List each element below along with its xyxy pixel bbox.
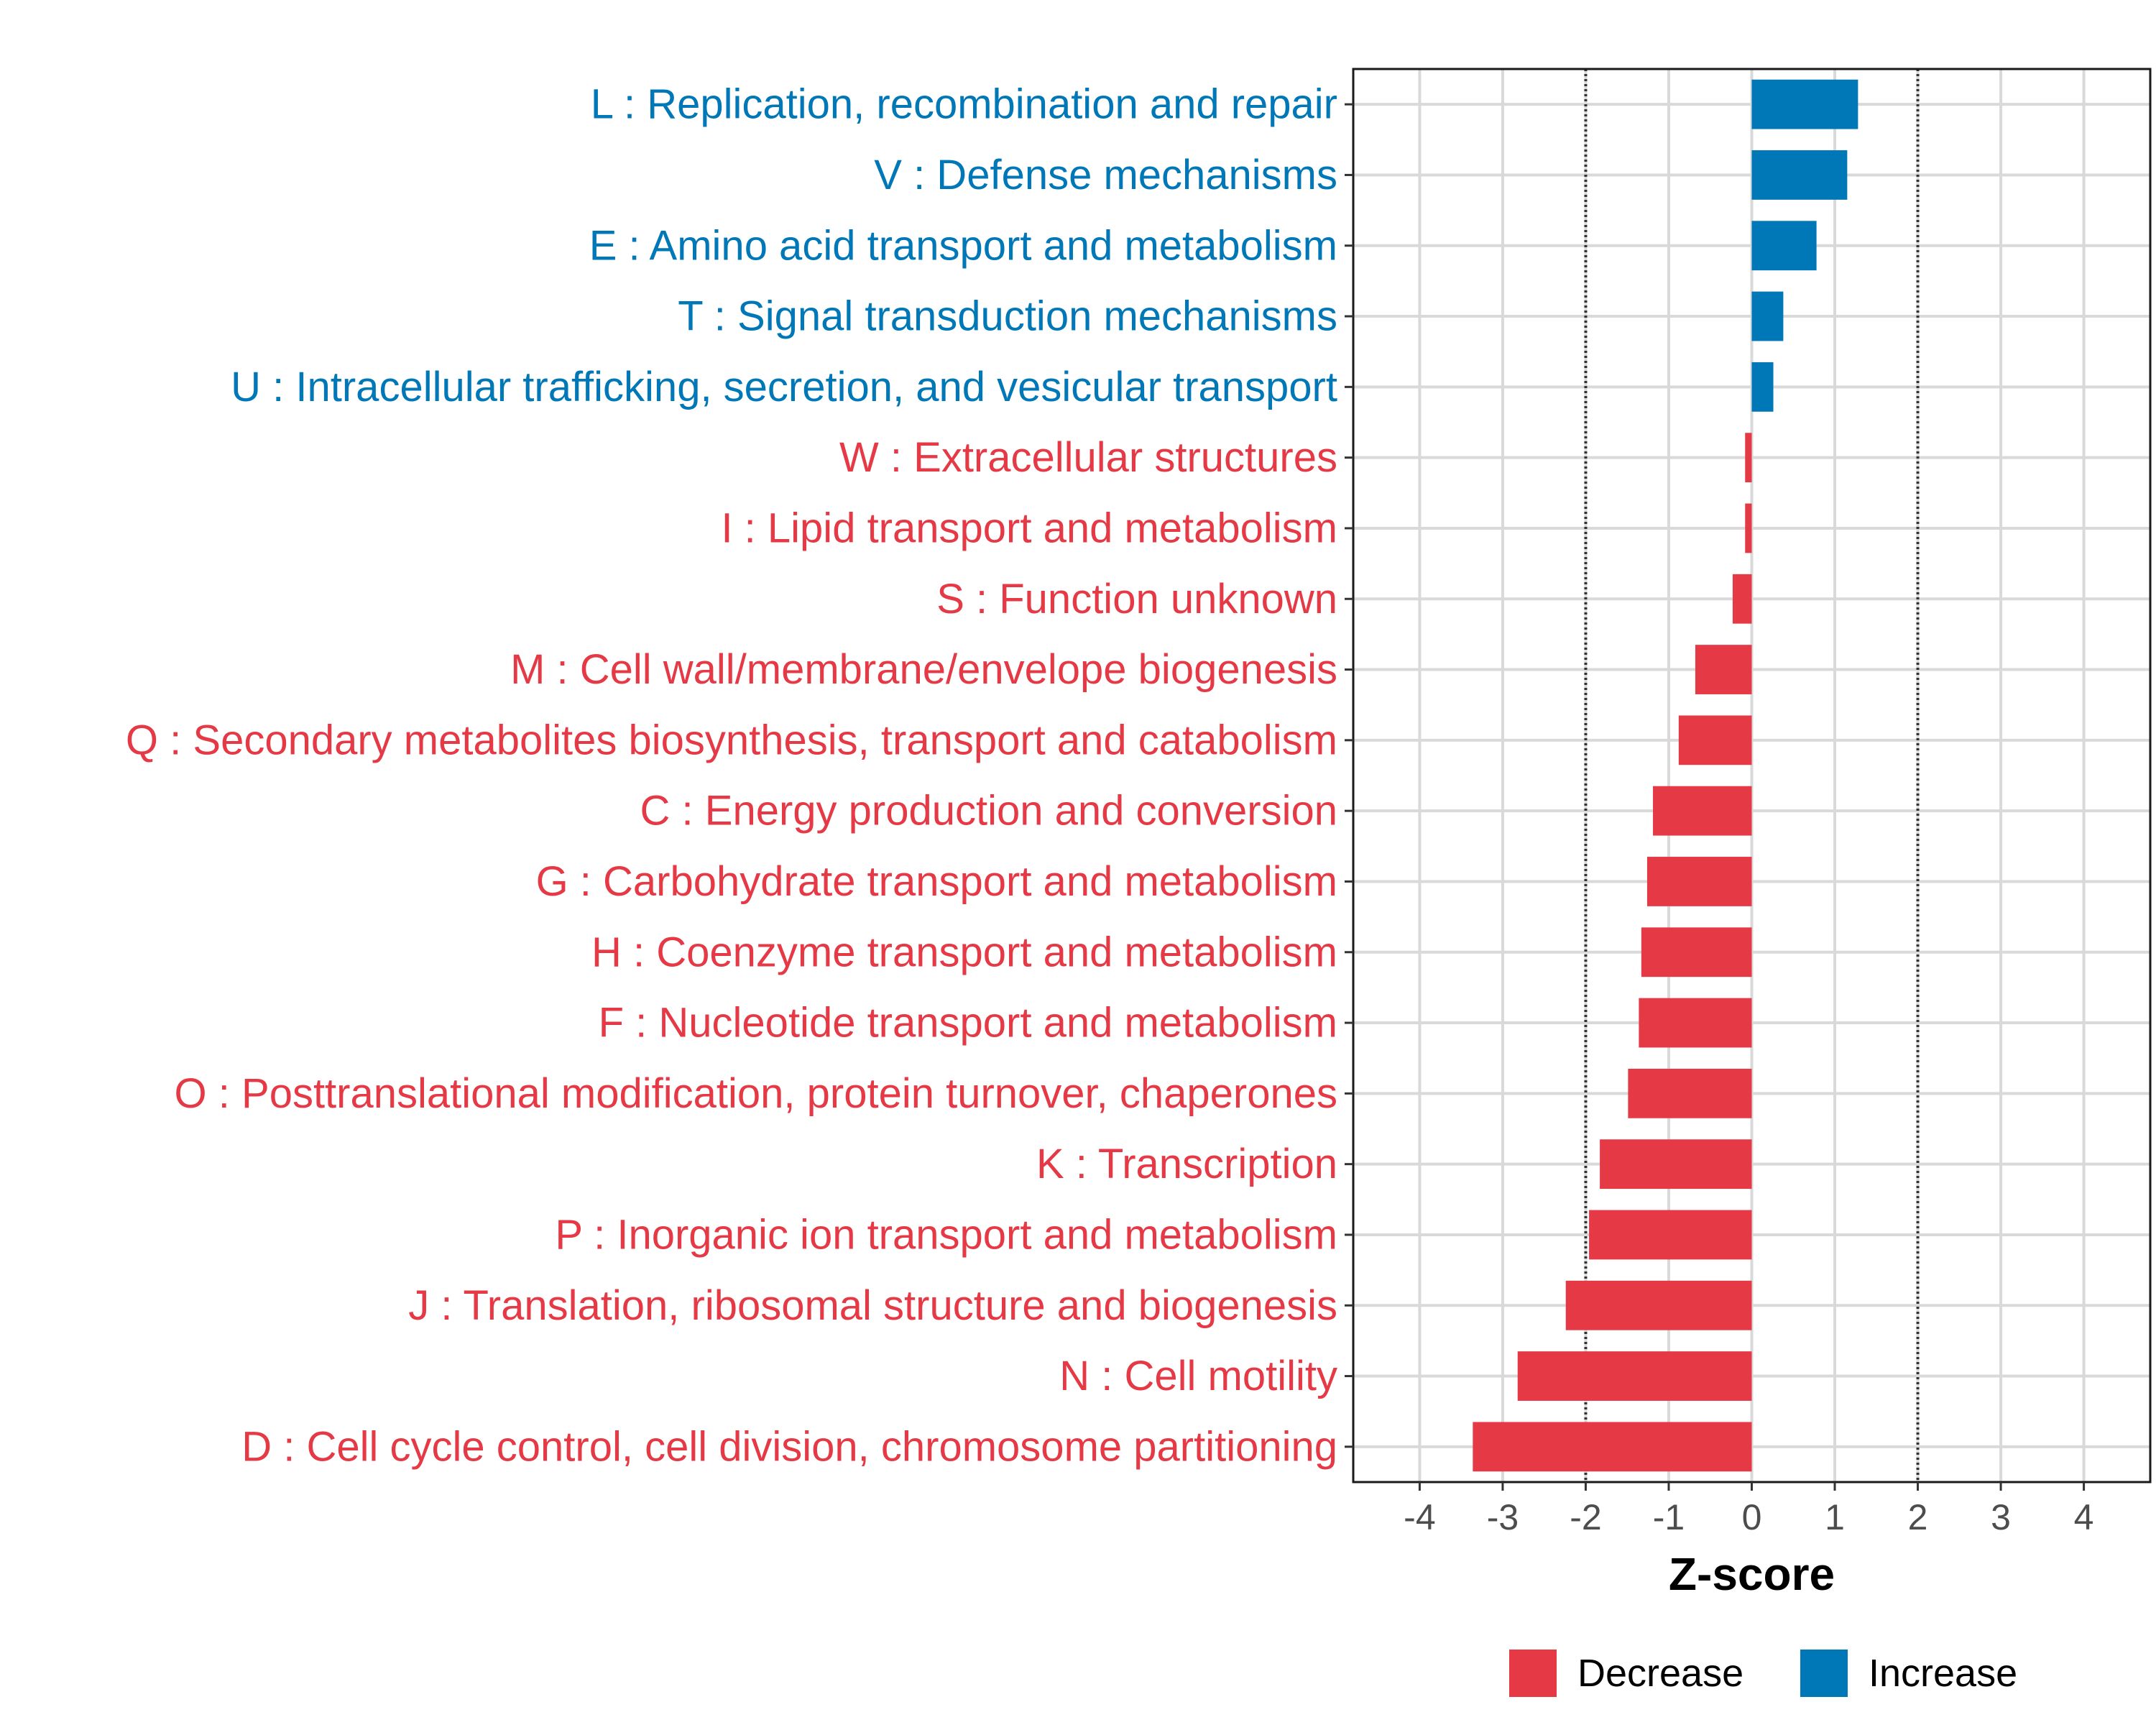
legend-swatch: [1800, 1650, 1848, 1697]
bar: [1745, 433, 1752, 483]
y-tick-label: O : Posttranslational modification, prot…: [175, 1070, 1337, 1117]
x-axis-title: Z-score: [1669, 1548, 1835, 1600]
bar: [1732, 574, 1752, 624]
x-tick-label: 4: [2074, 1497, 2094, 1537]
grid-layer: [1353, 69, 2150, 1482]
y-tick-label: P : Inorganic ion transport and metaboli…: [555, 1211, 1337, 1258]
x-tick-label: -1: [1653, 1497, 1685, 1537]
legend: Decrease Increase: [1509, 1650, 2017, 1697]
x-tick-label: -2: [1570, 1497, 1601, 1537]
legend-label: Increase: [1869, 1652, 2017, 1695]
y-tick-label: G : Carbohydrate transport and metabolis…: [536, 858, 1337, 905]
x-tick-label: 0: [1742, 1497, 1762, 1537]
bar: [1473, 1422, 1752, 1472]
y-tick-label: Q : Secondary metabolites biosynthesis, …: [126, 717, 1337, 763]
bar: [1646, 857, 1752, 906]
y-tick-label: V : Defense mechanisms: [874, 152, 1337, 198]
y-tick-label: N : Cell motility: [1059, 1353, 1337, 1399]
bar: [1589, 1210, 1752, 1260]
y-tick-label: F : Nucleotide transport and metabolism: [599, 1000, 1337, 1046]
x-tick-label: -4: [1404, 1497, 1435, 1537]
y-tick-label: D : Cell cycle control, cell division, c…: [241, 1423, 1337, 1470]
bar: [1751, 291, 1784, 341]
x-tick-label: -3: [1487, 1497, 1519, 1537]
bar: [1751, 79, 1858, 129]
bar: [1751, 150, 1848, 200]
bar: [1678, 715, 1752, 765]
legend-swatch: [1509, 1650, 1557, 1697]
y-tick-label: I : Lipid transport and metabolism: [721, 505, 1337, 551]
x-tick-label: 3: [1991, 1497, 2011, 1537]
y-tick-label: H : Coenzyme transport and metabolism: [591, 929, 1337, 975]
y-tick-label: U : Intracellular trafficking, secretion…: [231, 364, 1337, 410]
y-tick-label: L : Replication, recombination and repai…: [591, 81, 1337, 128]
bars-layer: [1473, 79, 1858, 1472]
y-tick-label: K : Transcription: [1036, 1141, 1337, 1187]
x-tick-label: 2: [1908, 1497, 1928, 1537]
x-axis: -4 -3 -2 -1 0 1 2 3 4: [1404, 1482, 2093, 1537]
bar: [1695, 645, 1752, 694]
bar: [1600, 1139, 1752, 1190]
y-axis: L : Replication, recombination and repai…: [126, 81, 1353, 1470]
bar: [1517, 1351, 1752, 1401]
bar: [1628, 1068, 1752, 1118]
threshold-lines: [1584, 69, 1920, 1482]
y-tick-label: S : Function unknown: [936, 576, 1337, 622]
y-tick-label: C : Energy production and conversion: [640, 788, 1337, 834]
bar: [1639, 998, 1752, 1048]
y-tick-label: E : Amino acid transport and metabolism: [589, 222, 1337, 269]
x-tick-label: 1: [1825, 1497, 1845, 1537]
y-tick-label: T : Signal transduction mechanisms: [678, 293, 1337, 340]
bar: [1751, 221, 1817, 271]
y-tick-label: J : Translation, ribosomal structure and…: [408, 1282, 1337, 1329]
bar: [1751, 362, 1774, 412]
bar: [1653, 786, 1752, 836]
bar: [1641, 927, 1752, 978]
y-tick-label: M : Cell wall/membrane/envelope biogenes…: [510, 646, 1337, 693]
bar: [1745, 503, 1752, 553]
y-tick-label: W : Extracellular structures: [839, 434, 1337, 481]
legend-label: Decrease: [1577, 1652, 1743, 1695]
bar: [1565, 1280, 1752, 1330]
